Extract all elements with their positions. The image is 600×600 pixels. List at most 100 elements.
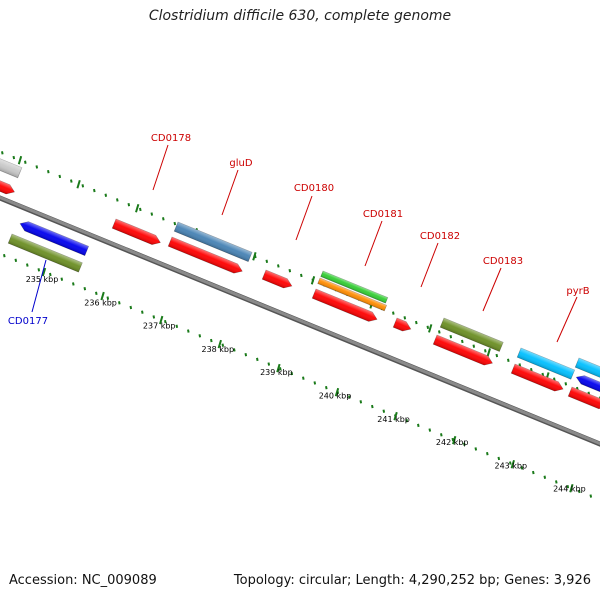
- inner-minor-tick: [187, 329, 190, 333]
- outer-minor-tick: [403, 316, 407, 320]
- feature-cd0183-shine: [440, 318, 504, 352]
- inner-minor-tick: [451, 437, 455, 442]
- feature-blue-partial: [575, 375, 600, 394]
- inner-major-tick: [393, 411, 398, 421]
- feature-cd0178: [111, 218, 161, 245]
- inner-minor-tick: [405, 418, 409, 423]
- gene-features: [0, 156, 600, 410]
- inner-minor-tick: [95, 291, 98, 296]
- feature-glud-cds-shine: [168, 237, 243, 274]
- leader-line: [152, 144, 169, 191]
- feature-grey-partial-shine: [0, 157, 22, 178]
- genome-summary-text: Topology: circular; Length: 4,290,252 bp…: [233, 573, 591, 588]
- genome-backbone: [0, 195, 600, 447]
- feature-cd0181-cds-shine: [312, 289, 378, 322]
- inner-minor-tick: [175, 324, 179, 329]
- outer-major-tick: [135, 203, 140, 213]
- inner-minor-tick: [290, 371, 294, 376]
- feature-glud: [173, 221, 253, 262]
- inner-minor-tick: [267, 362, 271, 366]
- feature-red-partial-2-shine: [568, 387, 600, 409]
- scale-labels: 235 kbp 236 kbp 237 kbp 238 kbp 239 kbp 240 k…: [26, 275, 586, 494]
- inner-minor-tick: [566, 484, 570, 489]
- inner-minor-tick: [371, 404, 374, 409]
- inner-minor-tick: [313, 381, 317, 385]
- gene-label: CD0177: [8, 316, 48, 327]
- inner-minor-tick: [164, 319, 167, 324]
- feature-grey-partial: [0, 156, 23, 179]
- backbone-line: [0, 195, 600, 446]
- map-title: Clostridium difficile 630, complete geno…: [148, 8, 452, 24]
- outer-minor-tick: [484, 349, 487, 353]
- outer-minor-tick: [426, 325, 430, 329]
- feature-cd0181-green-shine: [320, 271, 388, 304]
- outer-minor-tick: [438, 330, 441, 334]
- outer-minor-tick: [58, 174, 62, 179]
- scale-label: 236 kbp: [84, 298, 117, 307]
- inner-minor-tick: [543, 475, 547, 479]
- inner-minor-tick: [486, 451, 489, 456]
- outer-minor-tick: [449, 335, 453, 339]
- inner-major-tick: [276, 363, 281, 373]
- inner-minor-tick: [26, 263, 29, 267]
- feature-olive-shine: [8, 234, 83, 273]
- label-leader-lines: [31, 144, 578, 343]
- inner-tick-ring: [3, 253, 593, 498]
- scale-label: 235 kbp: [26, 275, 59, 284]
- outer-major-tick: [310, 276, 316, 285]
- gene-label: CD0178: [151, 133, 191, 144]
- scale-label: 240 kbp: [319, 392, 352, 401]
- feature-cyan-partial-shine: [575, 358, 600, 379]
- inner-minor-tick: [244, 352, 248, 357]
- scale-label: 244 kbp: [553, 485, 586, 494]
- inner-major-tick: [569, 483, 574, 493]
- feature-cd0178-shine: [112, 219, 161, 245]
- leader-line: [482, 267, 502, 312]
- inner-minor-tick: [348, 395, 351, 399]
- outer-minor-tick: [277, 264, 280, 268]
- inner-minor-tick: [417, 423, 420, 428]
- inner-minor-tick: [497, 456, 501, 461]
- scale-label: 239 kbp: [260, 368, 293, 377]
- outer-minor-tick: [162, 217, 165, 221]
- inner-minor-tick: [578, 489, 581, 494]
- feature-red-partial: [0, 178, 15, 195]
- inner-minor-tick: [83, 286, 87, 291]
- inner-minor-tick: [359, 400, 363, 404]
- feature-red-partial-2: [567, 386, 600, 410]
- feature-cd0182: [392, 317, 412, 332]
- inner-minor-tick: [37, 268, 41, 272]
- outer-minor-tick: [507, 358, 510, 362]
- inner-minor-tick: [532, 470, 535, 475]
- gene-label: gluD: [229, 158, 252, 169]
- inner-major-tick: [100, 291, 105, 301]
- inner-major-tick: [217, 339, 222, 349]
- inner-major-tick: [452, 435, 457, 445]
- feature-cd0182-shine: [393, 318, 411, 332]
- feature-cd0181-cds: [311, 288, 378, 322]
- inner-minor-tick: [60, 277, 64, 281]
- outer-minor-tick: [1, 151, 4, 155]
- outer-minor-tick: [541, 372, 545, 377]
- outer-minor-tick: [553, 377, 556, 381]
- outer-minor-tick: [392, 311, 395, 315]
- feature-cd0177-shine: [20, 221, 89, 256]
- outer-minor-tick: [139, 207, 142, 212]
- inner-minor-tick: [198, 334, 202, 338]
- inner-minor-tick: [14, 258, 18, 263]
- scale-label: 241 kbp: [377, 415, 410, 424]
- outer-minor-tick: [415, 320, 418, 325]
- inner-minor-tick: [106, 296, 110, 300]
- inner-minor-tick: [141, 310, 144, 314]
- inner-minor-tick: [325, 385, 328, 390]
- outer-minor-tick: [116, 198, 119, 202]
- feature-pyrb: [516, 347, 576, 380]
- outer-minor-tick: [150, 212, 154, 216]
- outer-minor-tick: [461, 339, 464, 344]
- feature-cd0177: [19, 221, 90, 256]
- inner-minor-tick: [440, 433, 443, 437]
- inner-minor-tick: [520, 466, 524, 470]
- outer-minor-tick: [70, 179, 73, 183]
- feature-blue-partial-shine: [576, 375, 600, 393]
- gene-label: pyrB: [566, 286, 589, 297]
